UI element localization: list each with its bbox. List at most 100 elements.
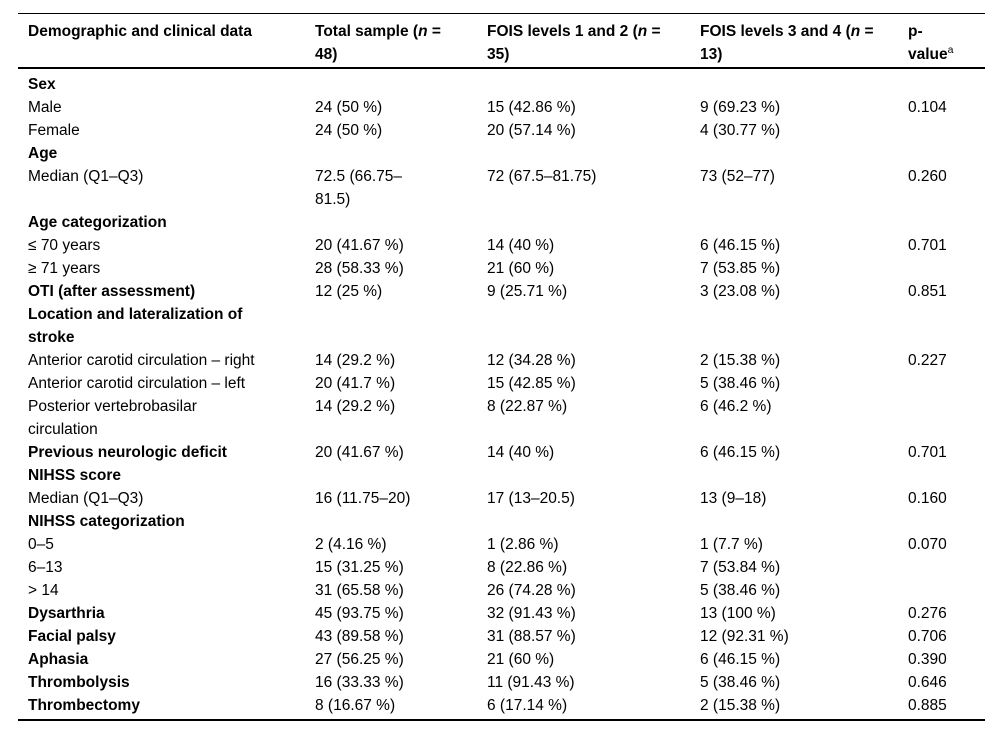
row-label-cell: Median (Q1–Q3) <box>28 490 144 507</box>
total-sample-cell: 43 (89.58 %) <box>315 628 404 645</box>
table-row: Age categorization <box>18 211 985 234</box>
fois-3-4-cell <box>700 142 908 165</box>
p-value-cell: 0.885 <box>908 697 947 714</box>
header-row: Demographic and clinical data Total samp… <box>18 13 985 69</box>
p-value-cell <box>908 119 985 142</box>
total-sample-cell: 27 (56.25 %) <box>315 651 404 668</box>
fois-1-2-cell <box>487 142 700 165</box>
fois-1-2-cell: 14 (40 %) <box>487 444 555 461</box>
row-label-cell: Anterior carotid circulation – left <box>28 375 246 392</box>
row-label-cell: Facial palsy <box>28 628 116 645</box>
table-row: Anterior carotid circulation – right 14 (… <box>18 349 985 372</box>
row-label-cell: NIHSS categorization <box>28 513 185 530</box>
fois-1-2-cell: 21 (60 %) <box>487 651 555 668</box>
fois-1-2-cell: 72 (67.5–81.75) <box>487 168 597 185</box>
p-value-cell <box>908 579 985 602</box>
italic-n: n <box>637 23 648 40</box>
row-label-cell: Male <box>28 99 62 116</box>
table-body: Sex Male 24 (50 %) 15 (42.86 %) 9 (69.23 %) 0… <box>18 68 985 720</box>
column-header-label: = <box>647 23 661 40</box>
row-label-cell: Median (Q1–Q3) <box>28 168 144 185</box>
fois-1-2-cell <box>487 303 700 349</box>
table-row: ≤ 70 years 20 (41.67 %) 14 (40 %) 6 (46.15 … <box>18 234 985 257</box>
row-label-cell: 0–5 <box>28 536 54 553</box>
fois-1-2-cell: 20 (57.14 %) <box>487 122 576 139</box>
p-value-cell <box>908 303 985 349</box>
fois-3-4-cell: 73 (52–77) <box>700 168 775 185</box>
demographic-clinical-table: Demographic and clinical data Total samp… <box>18 13 985 721</box>
fois-3-4-cell: 13 (9–18) <box>700 490 767 507</box>
row-label-cell: OTI (after assessment) <box>28 283 196 300</box>
footnote-marker: a <box>947 43 954 56</box>
p-value-cell: 0.851 <box>908 283 947 300</box>
total-sample-cell: 45 (93.75 %) <box>315 605 404 622</box>
total-sample-cell: 20 (41.67 %) <box>315 444 404 461</box>
fois-1-2-cell: 11 (91.43 %) <box>487 674 575 691</box>
p-value-cell <box>908 464 985 487</box>
fois-1-2-cell <box>487 464 700 487</box>
table-row: NIHSS categorization <box>18 510 985 533</box>
total-sample-cell: 20 (41.67 %) <box>315 237 404 254</box>
fois-3-4-cell: 3 (23.08 %) <box>700 283 781 300</box>
italic-n: n <box>418 23 428 40</box>
p-value-cell <box>908 68 985 96</box>
fois-3-4-cell: 5 (38.46 %) <box>700 674 781 691</box>
fois-3-4-cell: 12 (92.31 %) <box>700 628 789 645</box>
fois-1-2-cell: 12 (34.28 %) <box>487 352 576 369</box>
fois-1-2-cell: 8 (22.87 %) <box>487 398 568 415</box>
fois-3-4-cell: 6 (46.15 %) <box>700 237 781 254</box>
row-label-cell: Location and lateralization of stroke <box>28 306 243 346</box>
fois-3-4-cell <box>700 464 908 487</box>
total-sample-cell <box>315 211 487 234</box>
column-header-label-line2: 35) <box>487 46 510 63</box>
table-row: Median (Q1–Q3) 72.5 (66.75– 81.5) 72 (67.5… <box>18 165 985 211</box>
row-label-cell: ≤ 70 years <box>28 237 101 254</box>
fois-3-4-cell: 5 (38.46 %) <box>700 582 781 599</box>
row-label-cell: NIHSS score <box>28 467 122 484</box>
table-row: OTI (after assessment) 12 (25 %) 9 (25.71 … <box>18 280 985 303</box>
p-value-cell: 0.160 <box>908 490 947 507</box>
total-sample-cell: 14 (29.2 %) <box>315 398 396 415</box>
total-sample-cell: 24 (50 %) <box>315 122 383 139</box>
fois-1-2-cell: 26 (74.28 %) <box>487 582 576 599</box>
fois-3-4-cell: 9 (69.23 %) <box>700 99 781 116</box>
table-row: Sex <box>18 68 985 96</box>
p-value-cell: 0.701 <box>908 237 947 254</box>
column-header-label: FOIS levels 1 and 2 ( <box>487 23 638 40</box>
fois-3-4-cell: 7 (53.84 %) <box>700 559 781 576</box>
fois-1-2-cell: 9 (25.71 %) <box>487 283 568 300</box>
row-label-cell: ≥ 71 years <box>28 260 101 277</box>
column-header-p-value: p- valuea <box>908 13 985 69</box>
fois-1-2-cell: 6 (17.14 %) <box>487 697 568 714</box>
p-value-cell: 0.227 <box>908 352 947 369</box>
fois-1-2-cell <box>487 211 700 234</box>
fois-3-4-cell <box>700 510 908 533</box>
row-label-cell: Thrombectomy <box>28 697 140 714</box>
row-label-cell: Dysarthria <box>28 605 105 622</box>
row-label-cell: Age <box>28 145 58 162</box>
column-header-label: Demographic and clinical data <box>28 23 252 40</box>
p-value-cell <box>908 556 985 579</box>
p-value-cell <box>908 142 985 165</box>
p-value-cell: 0.390 <box>908 651 947 668</box>
table-row: Location and lateralization of stroke <box>18 303 985 349</box>
total-sample-cell: 28 (58.33 %) <box>315 260 404 277</box>
p-value-cell: 0.706 <box>908 628 947 645</box>
row-label-cell: Posterior vertebrobasilar circulation <box>28 398 197 438</box>
fois-3-4-cell: 4 (30.77 %) <box>700 122 781 139</box>
p-value-cell: 0.701 <box>908 444 947 461</box>
p-value-cell: 0.646 <box>908 674 947 691</box>
table-row: Aphasia 27 (56.25 %) 21 (60 %) 6 (46.15 %) 0… <box>18 648 985 671</box>
fois-3-4-cell: 6 (46.15 %) <box>700 444 781 461</box>
column-header-label: Total sample ( <box>315 23 419 40</box>
table-row: Previous neurologic deficit 20 (41.67 %) 1… <box>18 441 985 464</box>
fois-3-4-cell: 6 (46.2 %) <box>700 398 772 415</box>
row-label-cell: Aphasia <box>28 651 89 668</box>
p-value-cell <box>908 510 985 533</box>
table-row: Female 24 (50 %) 20 (57.14 %) 4 (30.77 %) <box>18 119 985 142</box>
fois-1-2-cell: 21 (60 %) <box>487 260 555 277</box>
total-sample-cell <box>315 464 487 487</box>
total-sample-cell <box>315 142 487 165</box>
p-value-cell <box>908 372 985 395</box>
column-header-label: FOIS levels 3 and 4 ( <box>700 23 851 40</box>
